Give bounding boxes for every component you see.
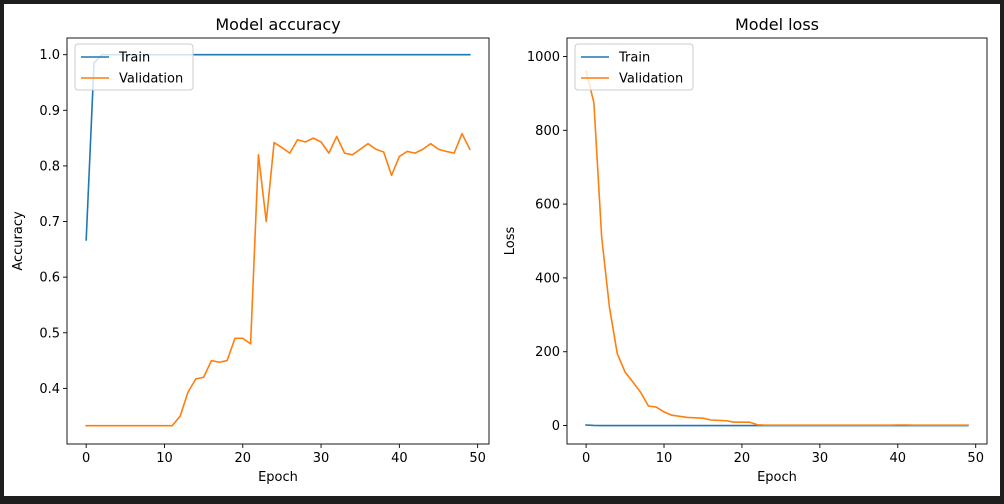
y-tick-label: 1.0 bbox=[39, 48, 60, 63]
x-tick-label: 40 bbox=[890, 451, 907, 466]
y-tick-label: 0.8 bbox=[39, 159, 60, 174]
x-tick-label: 0 bbox=[582, 451, 590, 466]
x-tick-label: 30 bbox=[812, 451, 829, 466]
plot-area-frame bbox=[566, 37, 988, 445]
series-line-validation bbox=[85, 132, 471, 427]
x-tick-label: 50 bbox=[967, 451, 984, 466]
legend: Train Validation bbox=[574, 43, 694, 91]
x-tick-label: 20 bbox=[734, 451, 751, 466]
x-tick-label: 10 bbox=[156, 451, 173, 466]
legend: Train Validation bbox=[74, 43, 194, 91]
legend-label-validation: Validation bbox=[119, 72, 183, 87]
y-tick-label: 0 bbox=[552, 419, 560, 434]
y-tick-label: 0.4 bbox=[39, 382, 60, 397]
figure-canvas: Model accuracy 0 10 20 30 40 50 0.4 0.5 0.6 0.7 0.8… bbox=[11, 15, 988, 485]
y-tick-label: 0.9 bbox=[39, 104, 60, 119]
y-tick-label: 0.5 bbox=[39, 326, 60, 341]
legend-label-train: Train bbox=[118, 51, 150, 66]
x-tick-label: 20 bbox=[234, 451, 251, 466]
x-tick-label: 10 bbox=[656, 451, 673, 466]
chart-title: Model accuracy bbox=[215, 15, 340, 34]
chart-title: Model loss bbox=[735, 15, 819, 34]
y-tick-label: 600 bbox=[535, 198, 560, 213]
figure: Model accuracy 0 10 20 30 40 50 0.4 0.5 0.6 0.7 0.8… bbox=[4, 4, 1000, 496]
x-tick-label: 0 bbox=[82, 451, 90, 466]
x-tick-label: 40 bbox=[391, 451, 408, 466]
y-tick-label: 200 bbox=[535, 345, 560, 360]
x-axis-label: Epoch bbox=[757, 470, 797, 485]
chart-loss: Model loss 0 10 20 30 40 50 0 200 400 600 800 1000 Ep… bbox=[503, 15, 988, 485]
x-tick-label: 50 bbox=[469, 451, 486, 466]
y-tick-label: 1000 bbox=[527, 50, 560, 65]
y-tick-label: 800 bbox=[535, 124, 560, 139]
legend-label-validation: Validation bbox=[619, 72, 683, 87]
legend-label-train: Train bbox=[618, 51, 650, 66]
y-tick-label: 0.7 bbox=[39, 215, 60, 230]
y-axis-label: Accuracy bbox=[11, 211, 26, 271]
series-line-validation bbox=[585, 70, 969, 426]
plot-area-frame bbox=[66, 37, 490, 445]
x-axis-label: Epoch bbox=[258, 470, 298, 485]
y-tick-label: 0.6 bbox=[39, 271, 60, 286]
chart-accuracy: Model accuracy 0 10 20 30 40 50 0.4 0.5 0.6 0.7 0.8… bbox=[11, 15, 490, 485]
x-tick-label: 30 bbox=[313, 451, 330, 466]
y-axis-label: Loss bbox=[503, 227, 518, 256]
y-tick-label: 400 bbox=[535, 271, 560, 286]
